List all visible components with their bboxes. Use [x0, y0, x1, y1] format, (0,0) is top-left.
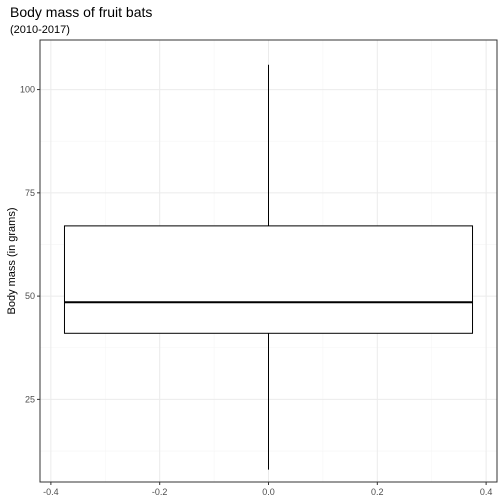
- y-tick-label: 100: [20, 85, 35, 95]
- x-tick-label: -0.2: [152, 487, 168, 497]
- y-axis-title: Body mass (in grams): [6, 208, 18, 315]
- x-tick-label: -0.4: [43, 487, 59, 497]
- y-axis: 25 50 75 100: [20, 85, 40, 404]
- x-tick-label: 0.4: [480, 487, 493, 497]
- x-tick-label: 0.0: [262, 487, 275, 497]
- y-tick-label: 50: [25, 291, 35, 301]
- box-iqr: [63, 225, 474, 334]
- y-tick-label: 75: [25, 188, 35, 198]
- x-axis: -0.4 -0.2 0.0 0.2 0.4: [43, 482, 492, 497]
- y-tick-label: 25: [25, 394, 35, 404]
- x-tick-label: 0.2: [371, 487, 384, 497]
- box-layer: [63, 64, 474, 470]
- chart-title: Body mass of fruit bats: [10, 4, 153, 20]
- chart-subtitle: (2010-2017): [10, 24, 70, 36]
